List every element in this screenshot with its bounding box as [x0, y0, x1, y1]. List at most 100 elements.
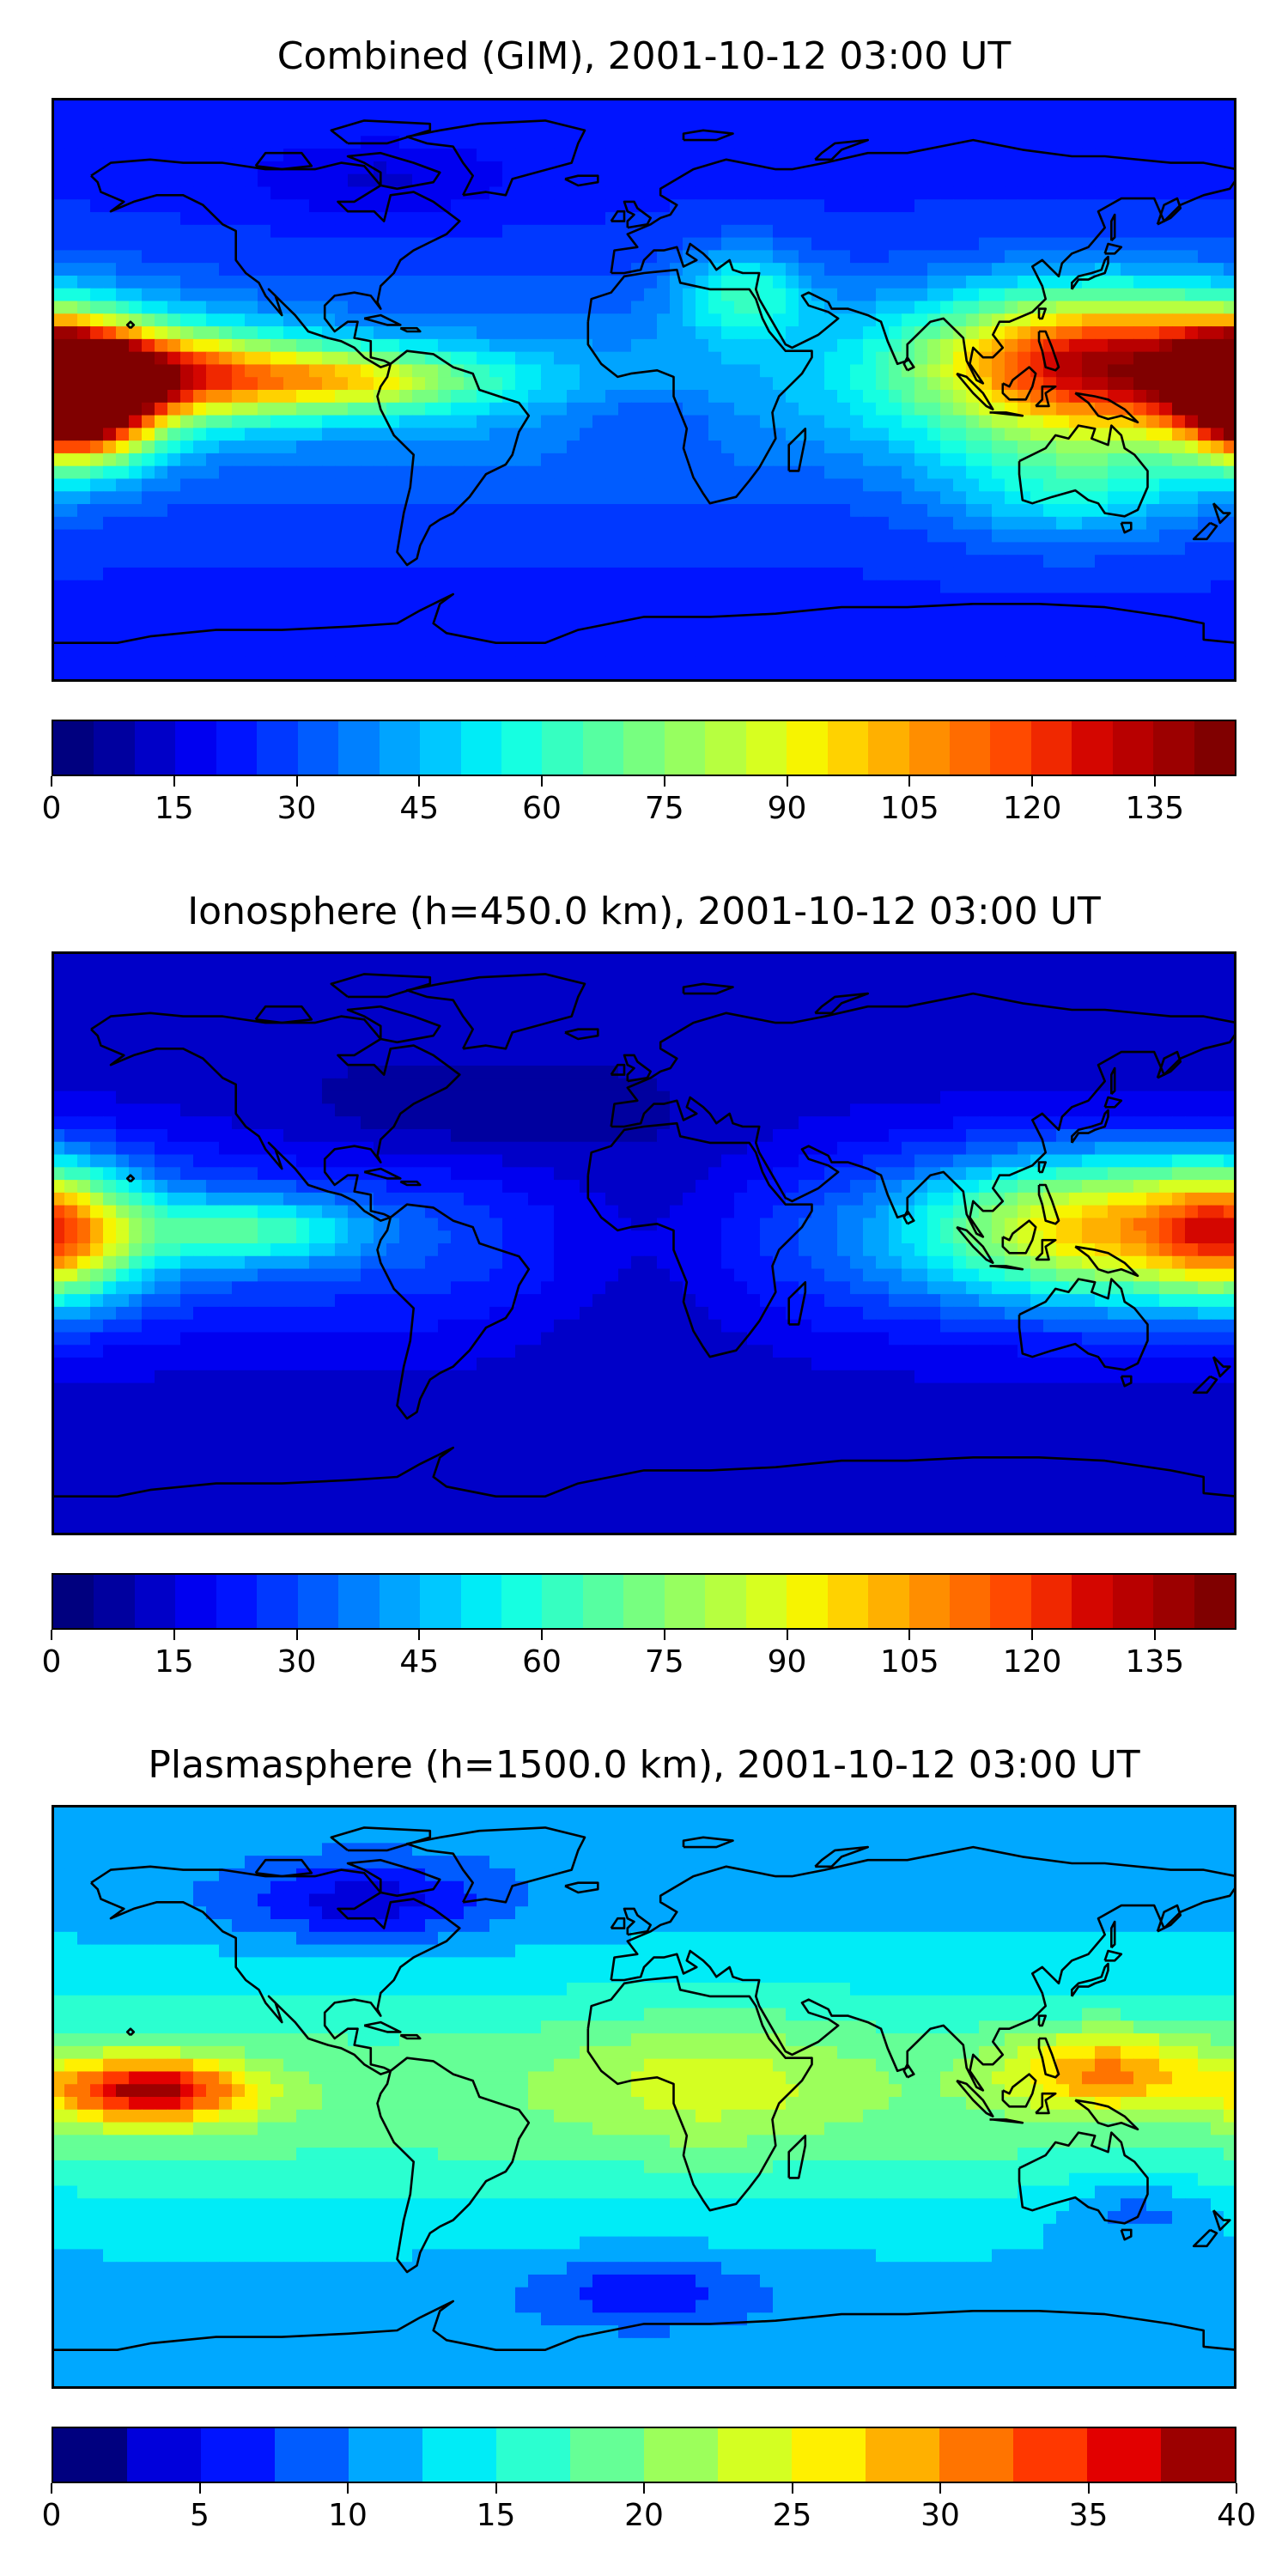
colorbar-segment — [868, 1575, 909, 1628]
colorbar-tick-label: 135 — [1125, 791, 1185, 826]
colorbar-segment — [990, 1575, 1031, 1628]
colorbar-segment — [542, 721, 583, 775]
colorbar-segment — [582, 1575, 624, 1628]
coastline-eurasia — [610, 992, 1236, 1238]
colorbar-segment — [1030, 721, 1072, 775]
colorbar-tick-label: 30 — [920, 2498, 960, 2533]
coastline-svalbard — [682, 129, 734, 142]
colorbar-segment — [787, 1575, 828, 1628]
colorbar-tick-mark — [51, 1630, 52, 1640]
colorbar-tick-label: 45 — [399, 791, 440, 826]
colorbar-segment — [664, 721, 706, 775]
coastline-sakhalin — [1110, 1066, 1116, 1096]
panel-title-plasmasphere: Plasmasphere (h=1500.0 km), 2001-10-12 0… — [148, 1743, 1140, 1787]
colorbar-ticks-combined: 0 15 30 45 60 75 90 105 120 135 — [42, 776, 1236, 836]
colorbar-tick-mark — [418, 1630, 421, 1640]
colorbar-segment — [201, 2428, 275, 2482]
coastline-taiwan — [1037, 1161, 1047, 1174]
panel-title-combined: Combined (GIM), 2001-10-12 03:00 UT — [276, 34, 1012, 78]
colorbar-segment — [1013, 2428, 1087, 2482]
coastlines-combined — [52, 98, 1236, 682]
coastline-java — [989, 2118, 1024, 2124]
coastline-new-zealand-s — [1192, 1375, 1218, 1394]
colorbar-segment — [718, 2428, 792, 2482]
coastline-hawaii — [125, 320, 136, 330]
colorbar-segment — [349, 2428, 422, 2482]
colorbar-segment — [939, 2428, 1013, 2482]
colorbar-segment — [53, 1575, 94, 1628]
coastline-ellesmere — [330, 1826, 432, 1852]
colorbar-segment — [53, 721, 94, 775]
coastline-south-america — [376, 349, 531, 567]
colorbar-segment — [94, 1575, 135, 1628]
colorbar-segment — [705, 1575, 746, 1628]
colorbar-segment — [787, 721, 828, 775]
colorbar-segment — [1194, 721, 1236, 775]
coastline-africa — [586, 1975, 813, 2212]
colorbar-segment — [501, 721, 543, 775]
colorbar-segment — [53, 2428, 127, 2482]
coastline-australia — [1018, 424, 1149, 518]
coastline-sumatra — [956, 2079, 994, 2118]
coastline-antarctica — [52, 2300, 1236, 2370]
coastline-north-america — [90, 1865, 461, 2075]
coastline-japan — [1071, 1962, 1109, 1997]
colorbar-tick-mark — [495, 2483, 497, 2494]
colorbar-segment — [623, 721, 665, 775]
colorbar-segment — [1112, 1575, 1154, 1628]
colorbar-segment — [1112, 721, 1154, 775]
colorbar-segment — [1072, 721, 1113, 775]
coastline-novaya-zemlya — [814, 138, 870, 161]
colorbar-segment — [175, 721, 216, 775]
colorbar-segment — [949, 1575, 991, 1628]
colorbar-combined — [52, 720, 1236, 776]
colorbar-tick-mark — [786, 1630, 788, 1640]
panel-title-ionosphere: Ionosphere (h=450.0 km), 2001-10-12 03:0… — [187, 890, 1101, 933]
coastline-taiwan — [1037, 307, 1047, 320]
coastline-ireland — [610, 1063, 626, 1076]
colorbar-segment — [1194, 1575, 1236, 1628]
coastline-greenland — [405, 119, 586, 197]
colorbar-tick-label: 10 — [328, 2498, 368, 2533]
coastline-south-america — [376, 2057, 531, 2274]
colorbar-tick-mark — [786, 776, 788, 787]
coastline-australia — [1018, 2131, 1149, 2225]
coastline-hispaniola — [399, 1180, 422, 1187]
colorbar-segment — [275, 2428, 349, 2482]
coastline-tasmania — [1120, 2228, 1133, 2241]
colorbar-segment — [460, 721, 501, 775]
colorbar-tick-mark — [1031, 776, 1034, 787]
coastline-sakhalin — [1110, 1920, 1116, 1949]
colorbar-tick-mark — [173, 1630, 175, 1640]
colorbar-segment — [644, 2428, 718, 2482]
colorbar-tick-mark — [1153, 1630, 1156, 1640]
coastline-iceland — [564, 1881, 599, 1894]
colorbar-segment — [1087, 2428, 1161, 2482]
coastline-victoria-isl — [254, 151, 313, 171]
coastlines-plasmasphere — [52, 1805, 1236, 2389]
coastline-uk — [623, 1907, 653, 1936]
colorbar-segment — [792, 2428, 866, 2482]
colorbar-tick-mark — [295, 776, 298, 787]
coastline-svalbard — [682, 982, 734, 995]
colorbar-segment — [134, 721, 176, 775]
colorbar-tick-mark — [295, 1630, 298, 1640]
coastline-japan — [1071, 1109, 1109, 1144]
coastline-philippines — [1037, 330, 1060, 372]
coastline-novaya-zemlya — [814, 992, 870, 1015]
colorbar-tick-label: 60 — [522, 1644, 562, 1680]
colorbar-tick-mark — [347, 2483, 349, 2494]
coastline-japan — [1071, 255, 1109, 290]
coastline-sumatra — [956, 1225, 994, 1265]
colorbar-segment — [257, 721, 298, 775]
colorbar-tick-label: 120 — [1002, 1644, 1062, 1680]
colorbar-segment — [379, 721, 421, 775]
colorbar-tick-mark — [908, 1630, 911, 1640]
coastline-borneo — [1001, 2073, 1037, 2108]
coastline-north-america — [90, 1012, 461, 1222]
colorbar-tick-mark — [51, 776, 52, 787]
colorbar-segment — [420, 1575, 461, 1628]
colorbar-segment — [868, 721, 909, 775]
colorbar-segment — [1153, 1575, 1194, 1628]
colorbar-segment — [422, 2428, 496, 2482]
